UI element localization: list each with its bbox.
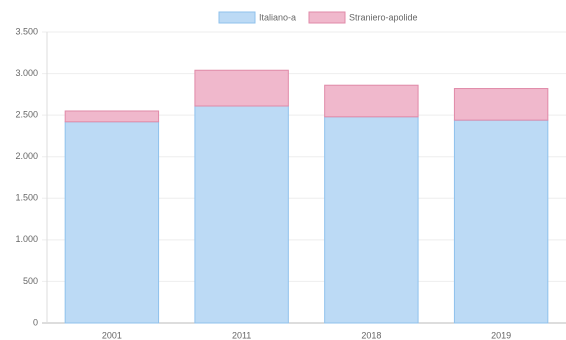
legend-label: Italiano-a xyxy=(259,12,296,22)
bar-segment xyxy=(194,105,289,324)
y-tick-label: 3.000 xyxy=(15,68,38,78)
y-tick-label: 2.000 xyxy=(15,151,38,161)
x-tick-label: 2011 xyxy=(232,330,251,340)
y-tick-label: 3.500 xyxy=(15,26,38,36)
y-tick-label: 2.500 xyxy=(15,110,38,120)
bar-segment xyxy=(453,119,549,324)
bar-segment xyxy=(64,110,160,123)
bar-segment xyxy=(64,121,160,324)
bar-segment xyxy=(324,116,419,324)
legend-swatch xyxy=(308,11,346,24)
x-tick-label: 2018 xyxy=(361,330,381,340)
bar-segment xyxy=(453,88,549,121)
legend-label: Straniero-apolide xyxy=(349,12,418,22)
y-tick-label: 500 xyxy=(23,276,38,286)
y-tick-label: 1.500 xyxy=(15,193,38,203)
bar-segment xyxy=(194,69,289,107)
legend-swatch xyxy=(218,11,256,24)
x-tick-label: 2001 xyxy=(102,330,122,340)
bar-segment xyxy=(324,84,419,118)
x-tick-label: 2019 xyxy=(491,330,511,340)
y-tick-label: 1.000 xyxy=(15,234,38,244)
y-tick-label: 0 xyxy=(33,317,38,327)
